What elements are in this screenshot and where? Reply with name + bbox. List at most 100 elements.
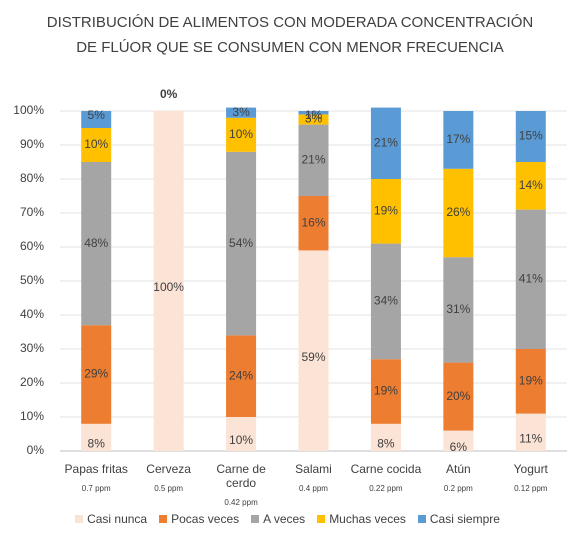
bar-segment	[515, 162, 546, 210]
bar-segment	[515, 349, 546, 414]
data-label: 20%	[446, 389, 470, 403]
legend-item: Muchas veces	[317, 512, 406, 526]
category-name: Carne de cerdo	[216, 462, 266, 490]
y-tick-label: 30%	[20, 341, 44, 355]
category-name: Salami	[295, 462, 332, 476]
category-note: 0.4 ppm	[299, 484, 328, 493]
data-label: 10%	[229, 127, 253, 141]
bar-segment	[515, 111, 546, 162]
y-tick-label: 10%	[20, 409, 44, 423]
data-label: 16%	[301, 215, 325, 229]
bar-segment	[81, 423, 112, 451]
bar-segment	[298, 124, 329, 196]
bar-segment	[226, 151, 257, 336]
y-tick-label: 0%	[27, 443, 45, 457]
y-tick-label: 70%	[20, 205, 44, 219]
y-tick-label: 80%	[20, 171, 44, 185]
y-tick-label: 40%	[20, 307, 44, 321]
data-label: 1%	[305, 108, 323, 122]
category-note: 0.42 ppm	[224, 498, 258, 507]
bar-segment	[515, 413, 546, 451]
y-tick-label: 100%	[13, 103, 44, 117]
bar-segment	[370, 243, 401, 360]
legend-swatch	[417, 515, 426, 523]
data-label: 59%	[301, 350, 325, 364]
data-label: 19%	[374, 384, 398, 398]
category-name: Cerveza	[146, 462, 191, 476]
bar-segment	[226, 107, 257, 118]
x-tick-label: Carne cocida 0.22 ppm	[350, 462, 422, 496]
bar-segment	[443, 111, 474, 169]
bar-segment	[81, 111, 112, 128]
data-label: 41%	[519, 271, 543, 285]
data-label: 10%	[84, 137, 108, 151]
data-label: 5%	[88, 108, 106, 122]
data-label: 14%	[519, 178, 543, 192]
y-tick-label: 50%	[20, 273, 44, 287]
bar-segment	[443, 168, 474, 258]
bar-segment	[443, 257, 474, 363]
bar-segment	[226, 335, 257, 417]
x-tick-label: Atún 0.2 ppm	[422, 462, 494, 496]
x-tick-label: Cerveza 0.5 ppm	[133, 462, 205, 496]
bar-segment	[226, 117, 257, 152]
bar-segment	[370, 423, 401, 451]
data-label: 21%	[301, 152, 325, 166]
data-label: 10%	[229, 433, 253, 447]
x-tick-label: Carne de cerdo 0.42 ppm	[205, 462, 277, 510]
legend-item: Casi siempre	[417, 512, 500, 526]
bar-segment	[298, 114, 329, 125]
category-note: 0.2 ppm	[443, 484, 473, 493]
bar-segment	[515, 209, 546, 349]
data-label: 0%	[160, 87, 178, 101]
data-label: 24%	[229, 368, 253, 382]
legend-swatch	[251, 515, 260, 523]
x-tick-label: Papas fritas 0.7 ppm	[60, 462, 132, 496]
category-name: Atún	[446, 462, 471, 476]
data-label: 19%	[374, 203, 398, 217]
legend: Casi nunca Pocas veces A veces Muchas veces…	[0, 512, 575, 526]
data-label: 15%	[519, 129, 543, 143]
data-label: 17%	[446, 132, 470, 146]
legend-item: Casi nunca	[75, 512, 147, 526]
legend-label: Casi siempre	[429, 512, 500, 526]
data-label: 6%	[450, 440, 468, 454]
y-tick-label: 90%	[20, 137, 44, 151]
y-tick-label: 20%	[20, 375, 44, 389]
data-label: 48%	[84, 236, 108, 250]
data-label: 31%	[446, 302, 470, 316]
data-label: 34%	[374, 294, 398, 308]
category-note: 0.5 ppm	[154, 484, 184, 493]
bar-segment	[81, 162, 112, 326]
legend-item: A veces	[251, 512, 305, 526]
data-label: 3%	[305, 112, 323, 126]
bar-segment	[226, 417, 257, 451]
legend-swatch	[75, 515, 84, 523]
bar-segment	[370, 107, 401, 179]
bar-segment	[81, 128, 112, 162]
data-label: 29%	[84, 367, 108, 381]
x-tick-label: Yogurt 0.12 ppm	[495, 462, 567, 496]
bar-segment	[443, 362, 474, 431]
data-label: 54%	[229, 236, 253, 250]
category-name: Papas fritas	[64, 462, 128, 476]
chart-title: DISTRIBUCIÓN DE ALIMENTOS CON MODERADA C…	[47, 14, 533, 31]
bar-segment	[370, 359, 401, 424]
bar-segment	[298, 196, 329, 251]
data-label: 11%	[519, 431, 542, 445]
data-label: 3%	[232, 105, 250, 119]
bar-segment	[81, 325, 112, 424]
data-label: 19%	[519, 373, 543, 387]
category-note: 0.12 ppm	[514, 484, 548, 493]
bar-segment	[443, 430, 474, 451]
bar-segment	[370, 179, 401, 244]
bar-segment	[153, 111, 184, 451]
data-label: 21%	[374, 135, 398, 149]
legend-item: Pocas veces	[159, 512, 239, 526]
legend-swatch	[317, 515, 326, 523]
legend-label: Casi nunca	[87, 512, 148, 526]
y-tick-label: 60%	[20, 239, 44, 253]
legend-label: Muchas veces	[329, 512, 406, 526]
